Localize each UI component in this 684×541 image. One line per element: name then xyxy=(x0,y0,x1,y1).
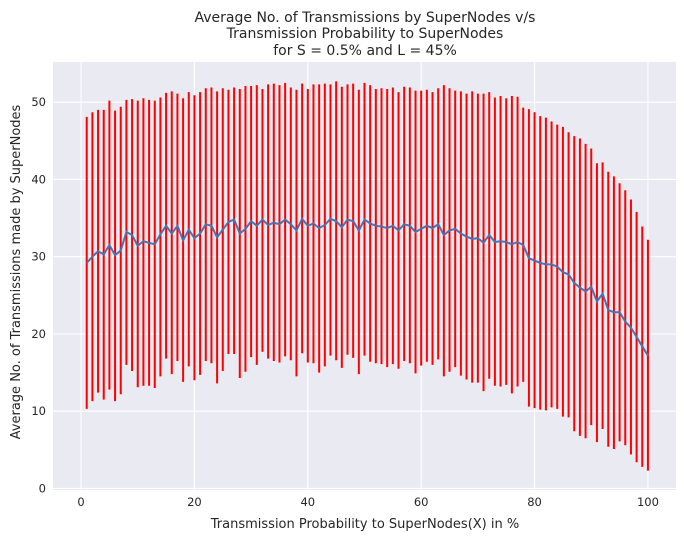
chart-title-line-2: Transmission Probability to SuperNodes xyxy=(226,26,504,42)
y-tick-label: 0 xyxy=(39,481,46,495)
mean-series-line xyxy=(85,216,649,357)
x-tick-label: 40 xyxy=(300,495,315,509)
tick-labels: 0 20 40 60 80 100 0 10 20 30 40 50 xyxy=(31,95,659,509)
y-tick-label: 40 xyxy=(31,172,46,186)
y-tick-label: 20 xyxy=(31,327,46,341)
x-tick-label: 100 xyxy=(637,495,659,509)
x-tick-label: 60 xyxy=(414,495,429,509)
y-tick-label: 30 xyxy=(31,250,46,264)
x-tick-label: 20 xyxy=(187,495,202,509)
x-tick-label: 80 xyxy=(527,495,542,509)
y-tick-label: 10 xyxy=(31,404,46,418)
x-tick-label: 0 xyxy=(77,495,84,509)
chart-title: Average No. of Transmissions by SuperNod… xyxy=(195,10,536,59)
chart-title-line-3: for S = 0.5% and L = 45% xyxy=(273,43,457,59)
y-axis-label: Average No. of Transmissions made by Sup… xyxy=(9,104,24,439)
chart-title-line-1: Average No. of Transmissions by SuperNod… xyxy=(195,10,536,26)
y-tick-label: 50 xyxy=(31,95,46,109)
x-axis-label: Transmission Probability to SuperNodes(X… xyxy=(210,517,519,532)
